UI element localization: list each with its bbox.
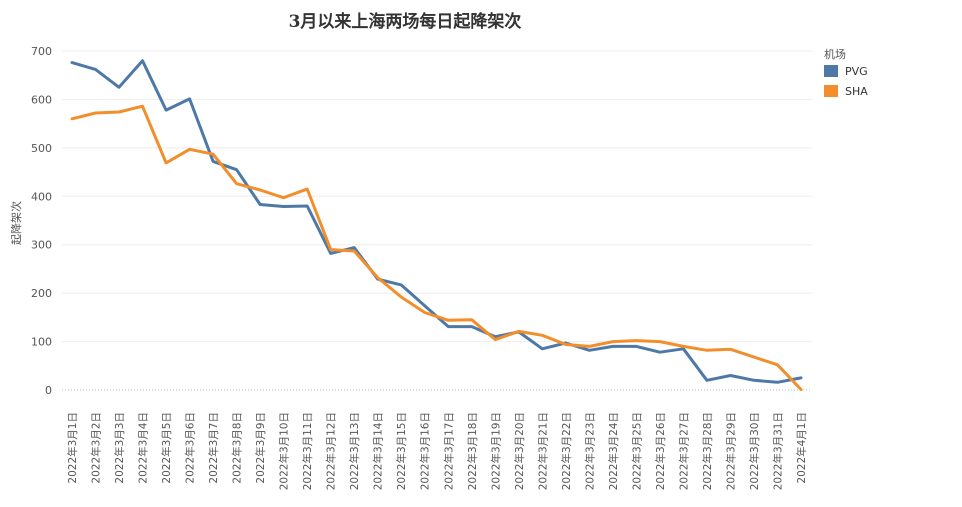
y-tick-label: 100 [31,336,52,349]
y-tick-label: 400 [31,190,52,203]
x-tick-label: 2022年3月25日 [630,412,643,490]
x-tick-label: 2022年3月16日 [419,412,432,490]
y-tick-label: 200 [31,287,52,300]
legend-label-sha: SHA [845,85,868,98]
series-lines [70,59,803,391]
x-tick-label: 2022年3月26日 [654,412,667,490]
x-tick-label: 2022年3月19日 [489,412,502,490]
series-line-sha [70,104,803,391]
x-tick-label: 2022年3月30日 [748,412,761,490]
x-tick-label: 2022年3月28日 [701,412,714,490]
series-line-pvg [70,59,803,384]
x-tick-label: 2022年3月3日 [113,412,126,484]
legend: 机场 PVG SHA [824,47,868,98]
legend-title: 机场 [824,47,846,61]
y-axis-ticks: 0 100 200 300 400 500 600 700 [31,45,52,397]
legend-swatch-sha [824,85,838,97]
y-tick-label: 500 [31,142,52,155]
x-tick-label: 2022年3月29日 [724,412,737,490]
x-tick-label: 2022年3月23日 [583,412,596,490]
gridlines [62,50,812,391]
x-tick-label: 2022年3月14日 [372,412,385,490]
y-tick-label: 0 [45,384,52,397]
x-tick-label: 2022年3月31日 [771,412,784,490]
x-axis-ticks: 2022年3月1日 2022年3月2日 2022年3月3日 2022年3月4日 2022… [66,412,808,490]
x-tick-label: 2022年3月24日 [607,412,620,490]
x-tick-label: 2022年3月1日 [66,412,79,484]
x-tick-label: 2022年3月9日 [254,412,267,484]
x-tick-label: 2022年3月27日 [677,412,690,490]
y-tick-label: 300 [31,239,52,252]
y-tick-label: 600 [31,93,52,106]
x-tick-label: 2022年3月10日 [278,412,291,490]
x-tick-label: 2022年3月21日 [536,412,549,490]
x-tick-label: 2022年3月20日 [513,412,526,490]
legend-label-pvg: PVG [845,65,868,78]
x-tick-label: 2022年3月8日 [231,412,244,484]
x-tick-label: 2022年3月12日 [325,412,338,490]
y-axis-title: 起降架次 [9,201,23,245]
x-tick-label: 2022年3月4日 [137,412,150,484]
x-tick-label: 2022年3月2日 [90,412,103,484]
x-tick-label: 2022年3月17日 [442,412,455,490]
x-tick-label: 2022年3月5日 [160,412,173,484]
legend-swatch-pvg [824,65,838,77]
x-tick-label: 2022年3月18日 [466,412,479,490]
x-tick-label: 2022年3月13日 [348,412,361,490]
y-tick-label: 700 [31,45,52,58]
x-tick-label: 2022年3月6日 [184,412,197,484]
x-tick-label: 2022年3月15日 [395,412,408,490]
x-tick-label: 2022年3月22日 [560,412,573,490]
chart-title: 3月以来上海两场每日起降架次 [289,11,522,32]
x-tick-label: 2022年3月11日 [301,412,314,490]
x-tick-label: 2022年4月1日 [795,412,808,484]
x-tick-label: 2022年3月7日 [207,412,220,484]
